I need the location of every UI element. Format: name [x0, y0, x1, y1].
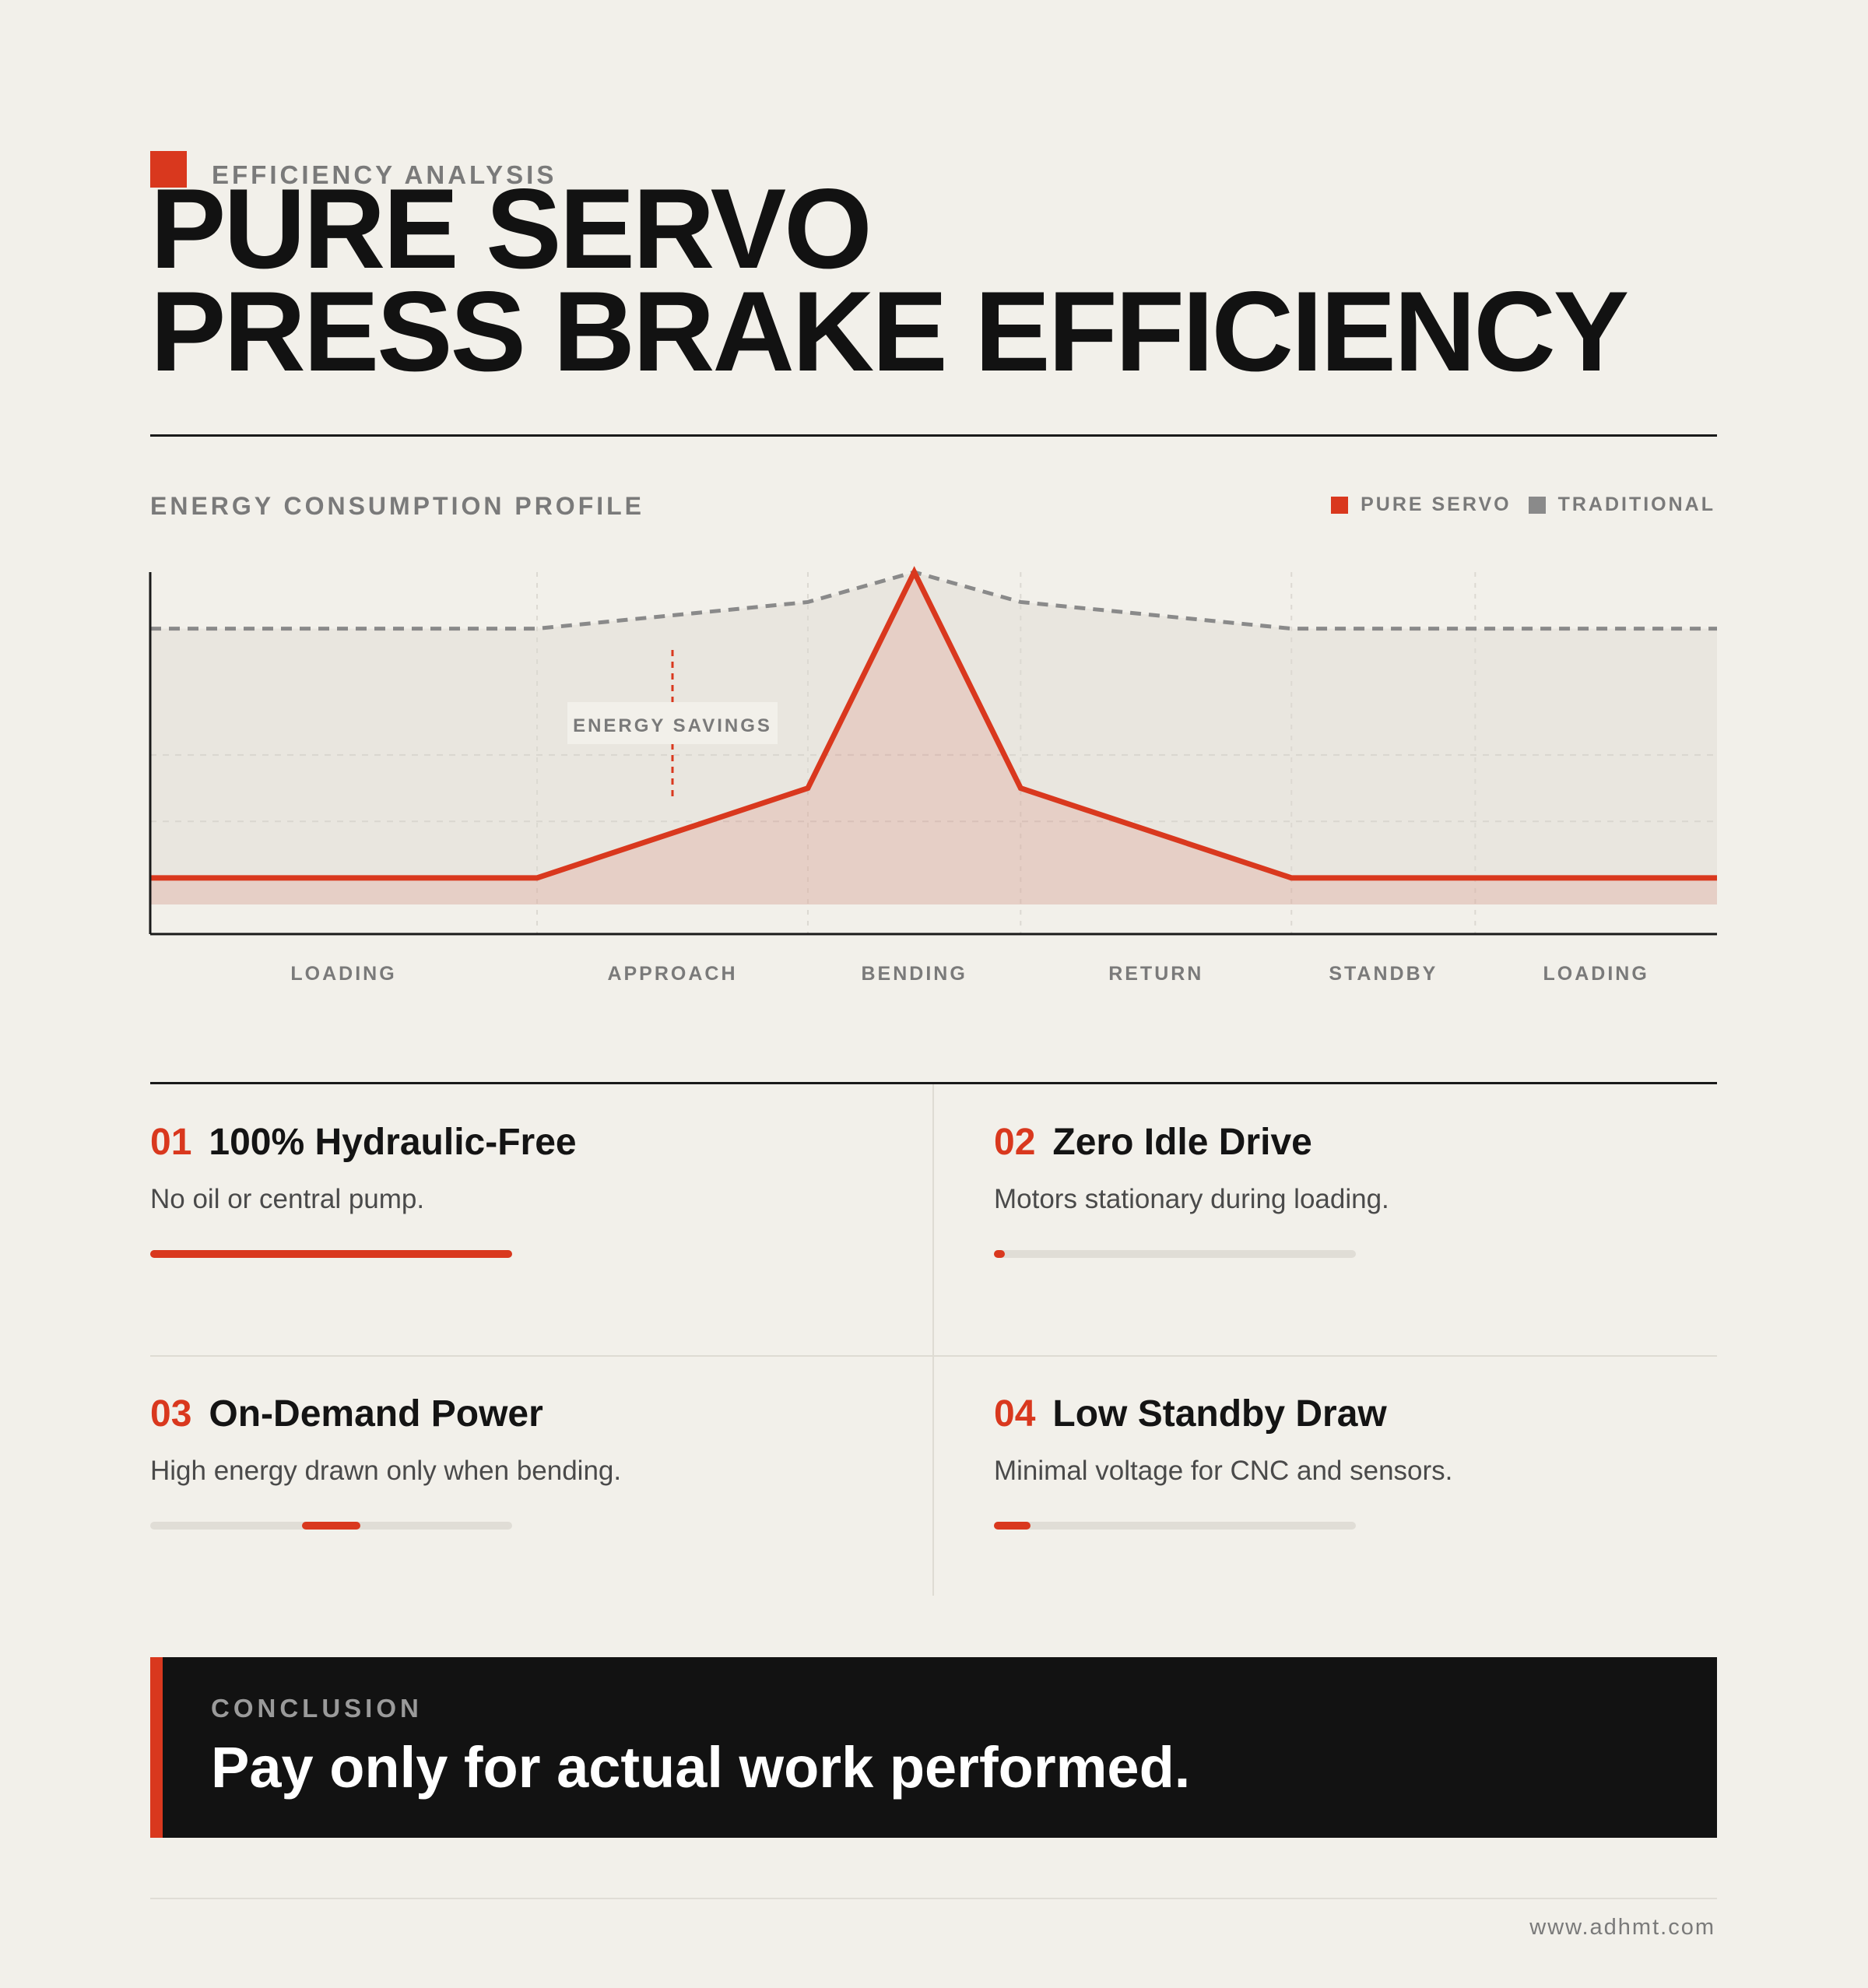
features-grid-horizontal-divider	[150, 1355, 1717, 1357]
footer-url: www.adhmt.com	[1529, 1915, 1715, 1940]
features-divider	[150, 1082, 1717, 1084]
legend-label-traditional: TRADITIONAL	[1557, 493, 1715, 515]
x-tick-label: STANDBY	[1329, 963, 1438, 985]
savings-annotation-label: ENERGY SAVINGS	[573, 715, 772, 736]
chart-legend: PURE SERVO TRADITIONAL	[1331, 493, 1715, 516]
feature-number: 02	[994, 1122, 1036, 1163]
feature-progress-track	[150, 1250, 512, 1258]
feature-progress-track	[150, 1522, 512, 1530]
legend-swatch-servo	[1331, 496, 1349, 514]
features-grid-vertical-divider	[932, 1084, 934, 1596]
savings-label-box	[567, 702, 778, 744]
feature-heading: 01 100% Hydraulic-Free	[150, 1121, 897, 1164]
feature-progress-fill	[150, 1250, 512, 1258]
feature-progress-track	[994, 1250, 1356, 1258]
feature-description: Minimal voltage for CNC and sensors.	[994, 1456, 1453, 1486]
feature-description: Motors stationary during loading.	[994, 1184, 1389, 1214]
legend-label-servo: PURE SERVO	[1361, 493, 1512, 515]
title-line-1: PURE SERVO	[150, 165, 873, 292]
feature-heading: 02 Zero Idle Drive	[994, 1121, 1741, 1164]
conclusion-banner: CONCLUSION Pay only for actual work perf…	[150, 1657, 1717, 1838]
header-divider	[150, 434, 1717, 437]
footer-divider	[150, 1898, 1717, 1899]
feature-progress-fill	[994, 1250, 1005, 1258]
x-tick-label: RETURN	[1108, 963, 1203, 985]
brand-square-icon	[150, 151, 187, 188]
feature-progress-fill	[994, 1522, 1031, 1530]
legend-swatch-traditional	[1528, 496, 1546, 514]
feature-card-2: 02 Zero Idle Drive Motors stationary dur…	[994, 1121, 1741, 1258]
series-line-servo	[150, 566, 1717, 881]
servo-area	[150, 572, 1717, 904]
feature-title: 100% Hydraulic-Free	[209, 1122, 577, 1163]
conclusion-accent-bar	[150, 1657, 163, 1838]
title-line-2: PRESS BRAKE EFFICIENCY	[150, 268, 1629, 395]
x-tick-label: LOADING	[290, 963, 396, 985]
feature-title: Low Standby Draw	[1052, 1393, 1387, 1435]
feature-heading: 03 On-Demand Power	[150, 1393, 897, 1435]
x-tick-label: BENDING	[861, 963, 967, 985]
page-title: PURE SERVO PRESS BRAKE EFFICIENCY	[150, 165, 1629, 395]
energy-chart: ENERGY SAVINGS LOADING APPROACH BENDING RETU…	[149, 566, 1717, 985]
feature-number: 04	[994, 1393, 1036, 1435]
conclusion-text: Pay only for actual work performed.	[211, 1735, 1191, 1800]
feature-progress-track	[994, 1522, 1356, 1530]
feature-card-4: 04 Low Standby Draw Minimal voltage for …	[994, 1393, 1741, 1530]
feature-card-1: 01 100% Hydraulic-Free No oil or central…	[150, 1121, 897, 1258]
feature-heading: 04 Low Standby Draw	[994, 1393, 1741, 1435]
x-tick-label: APPROACH	[607, 963, 737, 985]
feature-number: 03	[150, 1393, 192, 1435]
feature-title: Zero Idle Drive	[1052, 1122, 1312, 1163]
feature-progress-fill	[302, 1522, 360, 1530]
feature-description: No oil or central pump.	[150, 1184, 425, 1214]
feature-title: On-Demand Power	[209, 1393, 543, 1435]
feature-number: 01	[150, 1122, 192, 1163]
legend-item-servo: PURE SERVO	[1331, 493, 1511, 516]
feature-description: High energy drawn only when bending.	[150, 1456, 622, 1486]
legend-item-traditional: TRADITIONAL	[1528, 493, 1715, 516]
feature-card-3: 03 On-Demand Power High energy drawn onl…	[150, 1393, 897, 1530]
eyebrow-label: EFFICIENCY ANALYSIS	[212, 160, 557, 189]
series-line-traditional	[150, 570, 1717, 631]
x-tick-label: LOADING	[1543, 963, 1649, 985]
chart-heading: ENERGY CONSUMPTION PROFILE	[150, 492, 645, 520]
conclusion-label: CONCLUSION	[211, 1694, 423, 1723]
